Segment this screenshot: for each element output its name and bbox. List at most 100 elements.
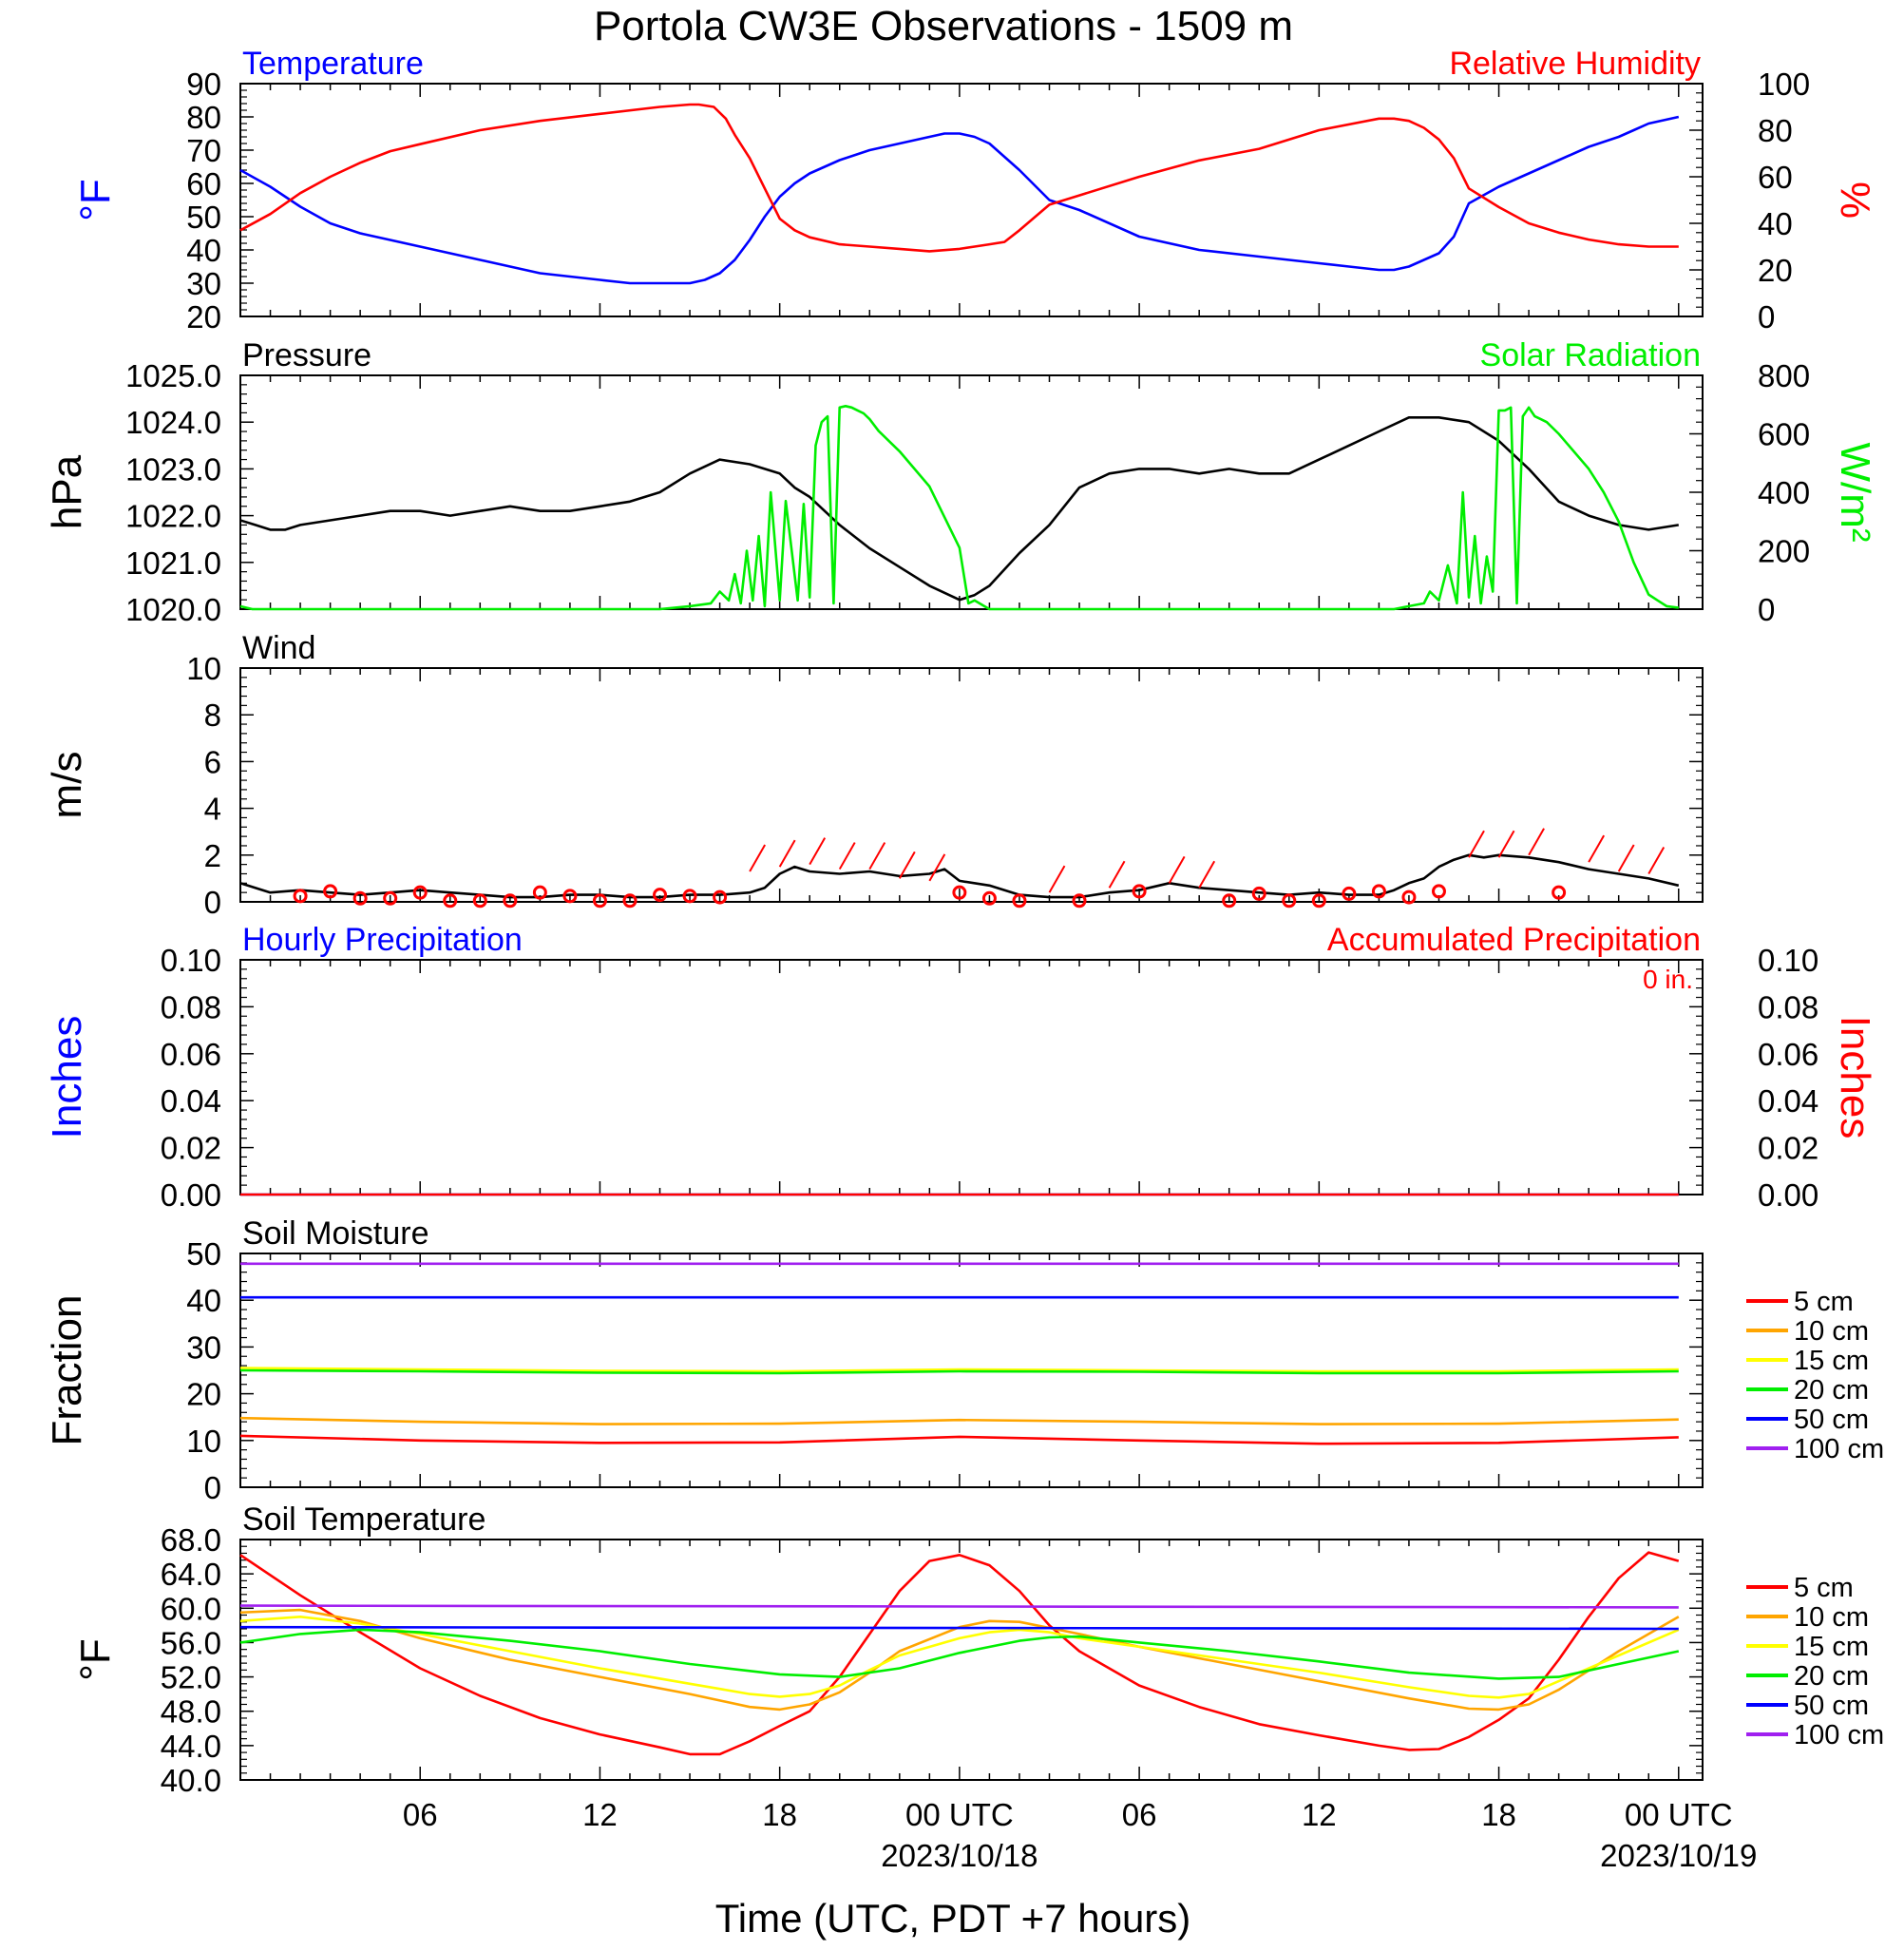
- panel-soil_temp: 40.044.048.052.056.060.064.068.0 Soil Tem…: [72, 1502, 1884, 1798]
- y-left-tick-label: 2: [204, 838, 221, 873]
- y-left-tick-label: 52.0: [161, 1660, 221, 1695]
- calm-wind-marker: [1371, 884, 1386, 899]
- calm-wind-marker: [383, 890, 398, 906]
- wind-barb: [749, 844, 766, 872]
- y-left-tick-label: 60: [186, 166, 221, 201]
- x-axis-label: Time (UTC, PDT +7 hours): [715, 1896, 1191, 1941]
- y-left-axis-label: hPa: [44, 454, 90, 529]
- wind-barb: [898, 851, 916, 879]
- y-right-tick-label: 40: [1758, 206, 1793, 241]
- panel-title-right: Solar Radiation: [1480, 337, 1701, 373]
- y-left-tick-label: 0.08: [161, 989, 221, 1024]
- y-right-tick-label: 0.08: [1758, 989, 1818, 1024]
- calm-wind-marker: [1552, 885, 1567, 900]
- legend-label-50-cm: 50 cm: [1794, 1405, 1869, 1435]
- y-left-tick-label: 40: [186, 1283, 221, 1318]
- y-left-tick-label: 40.0: [161, 1763, 221, 1798]
- y-left-tick-label: 10: [186, 651, 221, 686]
- x-tick-label: 12: [1302, 1797, 1337, 1832]
- y-left-tick-label: 70: [186, 133, 221, 168]
- x-tick-label: 00 UTC: [1625, 1797, 1733, 1832]
- y-right-tick-label: 0: [1758, 299, 1775, 335]
- y-left-tick-label: 44.0: [161, 1729, 221, 1764]
- wind-barb: [1108, 860, 1126, 889]
- panel-precip: 0.00 0.02 0.04 0.06 0.08 0.10 0.00 0.02 0.04 0.06…: [44, 922, 1878, 1213]
- y-left-tick-label: 10: [186, 1424, 221, 1459]
- y-left-tick-label: 30: [186, 266, 221, 301]
- x-tick-label: 12: [582, 1797, 618, 1832]
- y-left-tick-label: 50: [186, 200, 221, 235]
- y-right-axis-label: %: [1832, 182, 1878, 219]
- panel-title-left: Wind: [242, 630, 315, 666]
- legend-label-20-cm: 20 cm: [1794, 1661, 1869, 1692]
- series-line-pressure: [239, 415, 1680, 602]
- y-left-tick-label: 68.0: [161, 1522, 221, 1558]
- calm-wind-marker: [1282, 893, 1297, 909]
- legend-label-50-cm: 50 cm: [1794, 1691, 1869, 1721]
- x-tick-label: 06: [1122, 1797, 1157, 1832]
- calm-wind-marker: [1251, 886, 1266, 901]
- plot-frame: [239, 959, 1704, 1195]
- x-tick-label: 06: [403, 1797, 438, 1832]
- series-line-50-cm: [239, 1625, 1679, 1631]
- wind-barb: [778, 839, 796, 868]
- wind-barb: [1617, 844, 1635, 872]
- calm-wind-marker: [1311, 893, 1326, 909]
- calm-wind-marker: [412, 885, 428, 900]
- legend-label-10-cm: 10 cm: [1794, 1602, 1869, 1633]
- y-left-tick-label: 0.02: [161, 1131, 221, 1166]
- y-left-tick-label: 0.06: [161, 1037, 221, 1072]
- y-left-tick-label: 1020.0: [125, 592, 221, 627]
- calm-wind-marker: [713, 889, 728, 905]
- calm-wind-marker: [443, 893, 458, 909]
- x-tick-label: 18: [1481, 1797, 1516, 1832]
- y-right-tick-label: 600: [1758, 417, 1810, 452]
- legend-label-10-cm: 10 cm: [1794, 1316, 1869, 1347]
- y-left-tick-label: 0.00: [161, 1177, 221, 1213]
- plot-frame: [239, 374, 1704, 610]
- y-left-tick-label: 80: [186, 100, 221, 135]
- panel-title-left: Pressure: [242, 337, 371, 373]
- calm-wind-marker: [1072, 893, 1087, 909]
- calm-wind-marker: [1342, 886, 1357, 901]
- calm-wind-marker: [293, 889, 308, 904]
- wind-barb: [1168, 855, 1186, 884]
- calm-wind-marker: [532, 885, 547, 900]
- legend-label-100-cm: 100 cm: [1794, 1720, 1884, 1750]
- calm-wind-marker: [1431, 884, 1446, 899]
- panel-title-right: Relative Humidity: [1449, 46, 1701, 82]
- wind-barb: [1048, 865, 1066, 893]
- calm-wind-marker: [1401, 889, 1417, 905]
- y-right-tick-label: 0: [1758, 592, 1775, 627]
- calm-wind-marker: [592, 893, 607, 909]
- y-left-tick-label: 90: [186, 67, 221, 102]
- y-left-tick-label: 1023.0: [125, 451, 221, 487]
- legend-label-15-cm: 15 cm: [1794, 1346, 1869, 1376]
- wind-barb: [928, 853, 946, 882]
- wind-barb: [1528, 828, 1545, 856]
- wind-barb: [838, 842, 856, 870]
- panel-title-left: Hourly Precipitation: [242, 922, 523, 958]
- series-line-solar-radiation: [239, 404, 1679, 611]
- wind-barb: [1497, 830, 1515, 858]
- figure-title: Portola CW3E Observations - 1509 m: [594, 3, 1293, 49]
- series-line-20-cm: [239, 1368, 1679, 1375]
- y-left-tick-label: 20: [186, 1377, 221, 1412]
- calm-wind-marker: [952, 885, 967, 900]
- y-right-tick-label: 800: [1758, 358, 1810, 393]
- wind-barb: [1588, 834, 1606, 863]
- series-line-15-cm: [239, 1616, 1680, 1699]
- y-left-tick-label: 0: [204, 1470, 221, 1505]
- wind-barb: [1468, 830, 1485, 858]
- series-line-temperature: [239, 115, 1680, 285]
- legend-label-15-cm: 15 cm: [1794, 1632, 1869, 1662]
- y-right-tick-label: 400: [1758, 475, 1810, 510]
- calm-wind-marker: [472, 893, 487, 909]
- legend-label-5-cm: 5 cm: [1794, 1573, 1854, 1603]
- panel-title-left: Temperature: [242, 46, 424, 82]
- y-left-tick-label: 1025.0: [125, 358, 221, 393]
- calm-wind-marker: [682, 889, 697, 904]
- y-left-tick-label: 56.0: [161, 1625, 221, 1660]
- calm-wind-marker: [352, 890, 368, 906]
